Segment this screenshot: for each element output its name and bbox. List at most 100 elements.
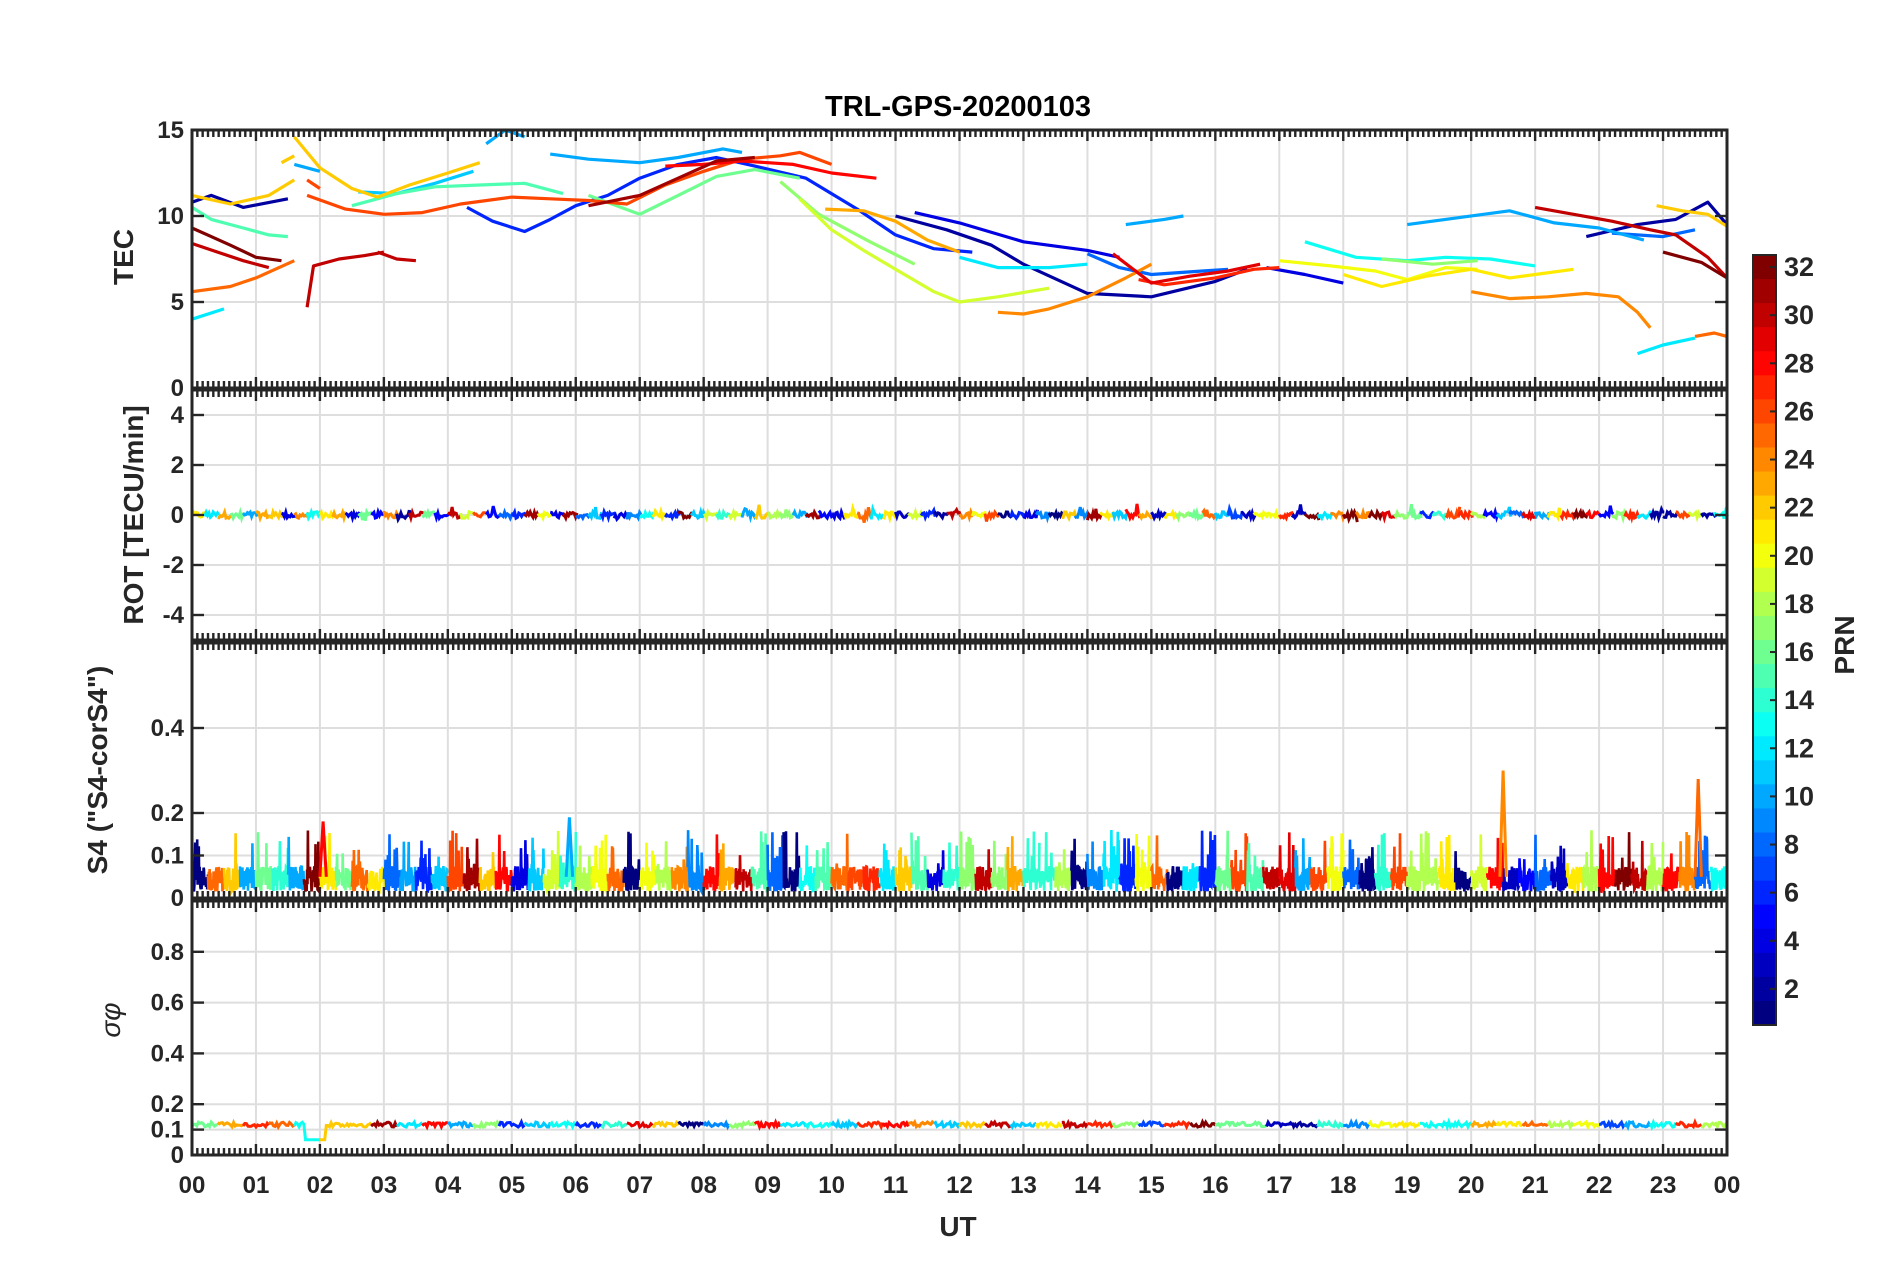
tec-series-prn-23 (825, 207, 961, 254)
tec-series-prn-12 (191, 307, 225, 321)
s4-series (1278, 832, 1297, 892)
y-tick-label: 0.4 (151, 1040, 185, 1067)
rot-series (1675, 509, 1692, 521)
tec-series-prn-8 (1086, 252, 1229, 277)
rot-series (1687, 508, 1704, 523)
s4-series (702, 834, 721, 892)
x-tick-label: 08 (690, 1172, 717, 1199)
rot-series (203, 508, 221, 520)
colorbar-tick-label: 12 (1784, 733, 1814, 763)
tec-series-prn-30 (1534, 205, 1729, 279)
rot-series (651, 505, 669, 523)
s4-series (1310, 840, 1329, 892)
s4-series (574, 845, 593, 892)
y-tick-label: 2 (171, 452, 184, 479)
x-tick-label: 10 (818, 1172, 845, 1199)
rot-series (664, 507, 681, 522)
sigma-phi-series (1599, 1119, 1626, 1130)
s4-series (1326, 833, 1345, 892)
s4-series (1645, 842, 1665, 892)
tec-series-prn-2 (1585, 200, 1729, 239)
colorbar-cell (1753, 808, 1776, 834)
sigma-phi-series (856, 1120, 885, 1131)
colorbar-cell (1753, 736, 1776, 761)
rot-series (1124, 503, 1142, 522)
s4-series (846, 866, 865, 896)
colorbar-cell (1753, 976, 1776, 1002)
s4-series (1054, 849, 1073, 892)
rot-series (1380, 510, 1397, 524)
rot-series (1648, 504, 1665, 524)
s4-series (1102, 829, 1121, 892)
y-tick-label: -4 (163, 602, 185, 629)
tec-series-prn-26 (306, 150, 833, 216)
rot-series (1610, 507, 1628, 525)
s4-series (686, 830, 705, 896)
s4-series (527, 837, 546, 892)
colorbar-tick-label: 16 (1784, 637, 1814, 667)
rot-series (1290, 504, 1307, 521)
s4-series (350, 849, 370, 892)
sigma-phi-series (421, 1120, 448, 1131)
sigma-phi-series (241, 1120, 270, 1130)
s4-series (1485, 837, 1505, 891)
rot-series (1636, 510, 1652, 521)
s4-series (1565, 863, 1585, 894)
s4-series (766, 832, 785, 892)
tec-series-prn-12 (959, 255, 1088, 270)
rot-series (1572, 507, 1590, 521)
rot-series (1226, 503, 1244, 521)
tec-series-prn-17 (1381, 257, 1478, 266)
colorbar-tick-label: 6 (1784, 878, 1799, 908)
s4-series (958, 831, 977, 891)
sigma-phi-series (396, 1118, 424, 1130)
rot-series (1175, 510, 1192, 523)
s4-spike (564, 817, 575, 877)
tec-series-prn-31 (588, 155, 755, 208)
s4-series (862, 864, 881, 893)
rot-series (561, 510, 579, 523)
sigma-phi-series (908, 1118, 935, 1130)
sigma-phi-series (1444, 1117, 1473, 1132)
s4-series (430, 856, 450, 892)
x-tick-label: 15 (1138, 1172, 1165, 1199)
s4-series (1709, 866, 1729, 892)
y-tick-label: 0.2 (151, 1091, 184, 1118)
s4-series (1038, 832, 1057, 891)
s4-series (1453, 851, 1473, 892)
rot-series (280, 506, 296, 521)
rot-ylabel: ROT [TECU/min] (118, 405, 149, 624)
tec-series-prn-22 (280, 154, 296, 165)
rot-series (1585, 508, 1601, 520)
rot-series (804, 508, 822, 521)
s4-series (1246, 843, 1265, 895)
s4-series (238, 843, 258, 891)
rot-series (1700, 512, 1717, 520)
x-tick-label: 21 (1522, 1172, 1549, 1199)
colorbar-tick-label: 32 (1784, 252, 1814, 282)
rot-series (1521, 508, 1537, 522)
sigma-phi-series (472, 1119, 501, 1130)
sigma-phi-series (1674, 1118, 1703, 1130)
colorbar-frame (1752, 254, 1777, 1026)
colorbar-cell (1753, 952, 1776, 978)
s4-series (302, 830, 322, 894)
colorbar-cell (1753, 567, 1776, 593)
sigma-phi-series (1546, 1119, 1575, 1131)
s4-series (1373, 833, 1393, 892)
s4-series (206, 866, 226, 892)
sigma-phi-series (267, 1119, 296, 1131)
x-tick-label: 17 (1266, 1172, 1293, 1199)
rot-series (318, 508, 336, 522)
rot-series (1341, 507, 1359, 524)
sigma-phi-series (1623, 1119, 1652, 1131)
rot-series (536, 509, 552, 523)
rot-series (217, 507, 233, 521)
x-tick-label: 22 (1586, 1172, 1613, 1199)
s4-series (1677, 831, 1697, 892)
tec-series-prn-30 (191, 241, 270, 270)
sigma-phi-ylabel: σφ (95, 1002, 126, 1037)
sigma-phi-series (1009, 1120, 1037, 1131)
sigma-phi-series (600, 1120, 628, 1130)
rot-series (1623, 507, 1641, 524)
